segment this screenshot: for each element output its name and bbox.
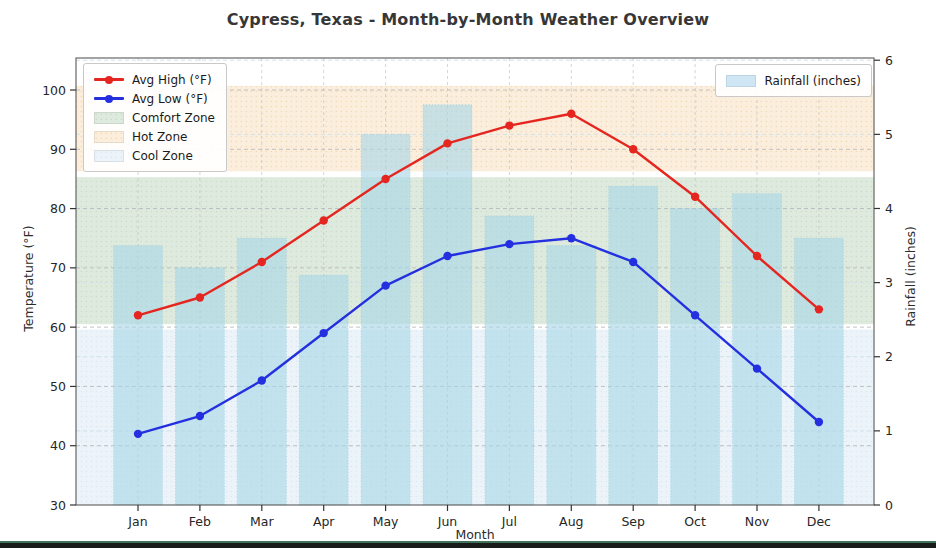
temp-tick-label: 30 xyxy=(50,498,66,513)
data-point xyxy=(629,145,637,153)
month-tick-label: Apr xyxy=(313,514,335,529)
rain-tick-label: 2 xyxy=(885,349,893,364)
cool-zone-swatch xyxy=(94,150,124,162)
legend-label: Cool Zone xyxy=(132,149,193,163)
data-point xyxy=(443,252,451,260)
legend-label: Rainfall (inches) xyxy=(764,74,861,88)
legend-label: Hot Zone xyxy=(132,130,187,144)
month-tick-label: Jan xyxy=(127,514,147,529)
data-point xyxy=(753,252,761,260)
legend-item-avg-high: Avg High (°F) xyxy=(94,70,216,89)
legend-rainfall: Rainfall (inches) xyxy=(715,64,872,97)
legend-item-comfort-zone: Comfort Zone xyxy=(94,108,216,127)
temp-tick-label: 80 xyxy=(50,201,66,216)
data-point xyxy=(381,175,389,183)
data-point xyxy=(258,376,266,384)
rainfall-bar xyxy=(794,238,843,505)
month-tick-label: Dec xyxy=(807,514,831,529)
data-point xyxy=(691,311,699,319)
data-point xyxy=(567,234,575,242)
temp-tick-label: 50 xyxy=(50,379,66,394)
hot-zone-swatch xyxy=(94,131,124,143)
data-point xyxy=(196,412,204,420)
temp-tick-label: 90 xyxy=(50,142,66,157)
data-point xyxy=(505,121,513,129)
avg-low-line-swatch xyxy=(94,97,124,100)
rain-tick-label: 6 xyxy=(885,53,893,68)
temp-tick-label: 70 xyxy=(50,260,66,275)
rain-tick-label: 4 xyxy=(885,201,893,216)
data-point xyxy=(567,110,575,118)
data-point xyxy=(381,281,389,289)
y-axis-label-temperature: Temperature (°F) xyxy=(21,169,36,389)
rain-tick-label: 3 xyxy=(885,275,893,290)
data-point xyxy=(134,430,142,438)
footer-bar xyxy=(0,541,936,548)
legend-label: Comfort Zone xyxy=(132,111,215,125)
temp-tick-label: 40 xyxy=(50,438,66,453)
data-point xyxy=(629,258,637,266)
data-point xyxy=(505,240,513,248)
legend-item-cool-zone: Cool Zone xyxy=(94,146,216,165)
month-tick-label: Mar xyxy=(250,514,274,529)
data-point xyxy=(443,139,451,147)
month-tick-label: Sep xyxy=(621,514,645,529)
rainfall-bar xyxy=(609,186,658,505)
rainfall-swatch xyxy=(726,75,756,87)
legend-label: Avg High (°F) xyxy=(132,73,212,87)
legend-temperature: Avg High (°F) Avg Low (°F) Comfort Zone … xyxy=(83,63,227,172)
month-tick-label: Feb xyxy=(189,514,211,529)
legend-label: Avg Low (°F) xyxy=(132,92,208,106)
y-axis-label-rainfall: Rainfall (inches) xyxy=(903,167,918,387)
data-point xyxy=(815,418,823,426)
rainfall-bar xyxy=(423,105,472,505)
rainfall-bar xyxy=(237,238,286,505)
rainfall-bar xyxy=(114,246,163,505)
rain-tick-label: 5 xyxy=(885,127,893,142)
data-point xyxy=(691,193,699,201)
data-point xyxy=(134,311,142,319)
data-point xyxy=(258,258,266,266)
legend-item-rainfall: Rainfall (inches) xyxy=(726,71,861,90)
avg-high-line-swatch xyxy=(94,78,124,81)
legend-item-avg-low: Avg Low (°F) xyxy=(94,89,216,108)
comfort-zone-swatch xyxy=(94,112,124,124)
rainfall-bar xyxy=(547,246,596,505)
rainfall-bar xyxy=(299,275,348,505)
legend-item-hot-zone: Hot Zone xyxy=(94,127,216,146)
rain-tick-label: 1 xyxy=(885,423,893,438)
weather-chart-figure: Cypress, Texas - Month-by-Month Weather … xyxy=(0,0,936,548)
x-axis-label-month: Month xyxy=(365,527,585,542)
temp-tick-label: 60 xyxy=(50,320,66,335)
month-tick-label: Oct xyxy=(684,514,706,529)
rainfall-bar xyxy=(671,208,720,505)
month-tick-label: Nov xyxy=(745,514,770,529)
data-point xyxy=(196,293,204,301)
rainfall-bar xyxy=(485,216,534,505)
rain-tick-label: 0 xyxy=(885,498,893,513)
chart-title: Cypress, Texas - Month-by-Month Weather … xyxy=(0,10,936,29)
temp-tick-label: 100 xyxy=(42,83,66,98)
data-point xyxy=(320,216,328,224)
data-point xyxy=(815,305,823,313)
data-point xyxy=(320,329,328,337)
data-point xyxy=(753,364,761,372)
